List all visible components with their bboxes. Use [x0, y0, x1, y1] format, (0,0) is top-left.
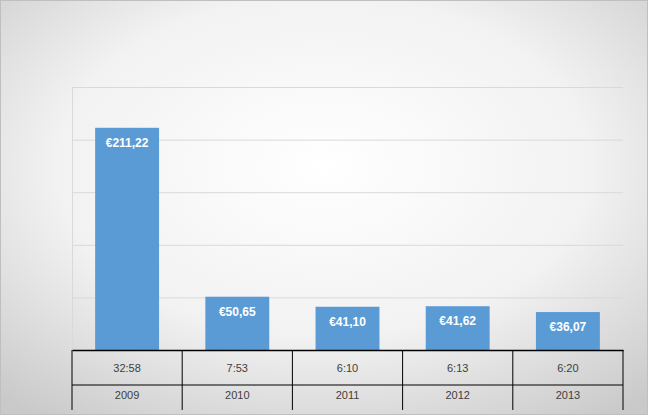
x-tick: 2012	[445, 350, 469, 401]
table-line	[512, 350, 513, 410]
x-axis-line	[73, 350, 624, 352]
table-line	[72, 350, 73, 410]
chart: €211,22 €50,65 €41,10 €41,62 €36,07 32:58 7:53…	[0, 0, 648, 420]
grid-line	[72, 87, 623, 88]
plot: €211,22 €50,65 €41,10 €41,62 €36,07 32:58 7:53…	[72, 88, 624, 411]
x-tick: 2009	[115, 350, 139, 401]
bar	[426, 306, 490, 350]
bars	[95, 128, 600, 350]
duration-label: 6:10	[337, 362, 358, 374]
x-tick: 2010	[225, 350, 249, 401]
x-tick: 2013	[556, 350, 580, 401]
duration-label: 6:20	[557, 362, 578, 374]
data-labels: €211,22 €50,65 €41,10 €41,62 €36,07	[106, 136, 587, 334]
x-tick: 2011	[336, 350, 360, 401]
data-label: €41,10	[329, 315, 366, 329]
bar	[95, 128, 159, 350]
x-tick-label: 2010	[225, 389, 249, 401]
x-tick-label: 2009	[115, 389, 139, 401]
duration-label: 6:13	[447, 362, 468, 374]
grid-line	[72, 350, 623, 351]
background	[1, 1, 648, 415]
table-line	[72, 385, 623, 386]
x-tick-label: 2011	[336, 389, 360, 401]
data-label: €41,62	[439, 314, 476, 328]
bar	[536, 312, 600, 350]
y-tick	[72, 87, 623, 88]
y-axis-line	[73, 88, 624, 351]
data-label: €211,22	[106, 136, 149, 150]
table-line	[623, 350, 624, 410]
bar	[205, 297, 269, 350]
duration-label: 32:58	[113, 362, 141, 374]
table-line	[182, 350, 183, 410]
duration-label: 7:53	[227, 362, 248, 374]
table-line	[292, 350, 293, 410]
y-tick	[72, 350, 623, 351]
x-tick-label: 2012	[445, 389, 469, 401]
data-label: €36,07	[550, 320, 587, 334]
x-axis: 2009 2010 2011 2012 2013	[73, 350, 624, 401]
category-table: 32:58 7:53 6:10 6:13 6:20	[72, 350, 623, 410]
data-label: €50,65	[219, 305, 256, 319]
y-axis	[72, 88, 623, 351]
bar	[316, 307, 380, 350]
x-tick-label: 2013	[556, 389, 580, 401]
table-line	[402, 350, 403, 410]
